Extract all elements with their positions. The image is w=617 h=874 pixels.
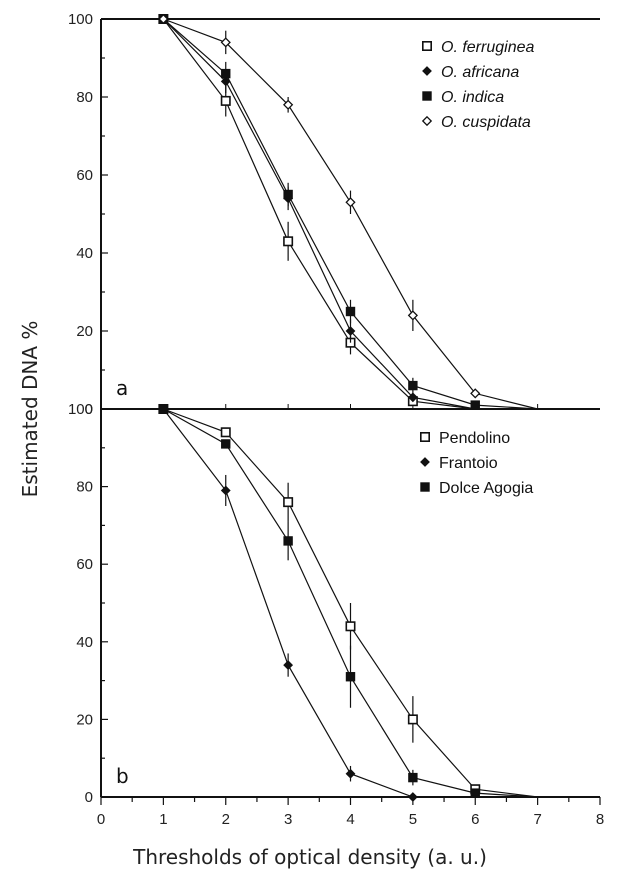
data-point bbox=[345, 768, 356, 779]
data-point bbox=[220, 427, 231, 438]
panel-label: a bbox=[116, 376, 128, 400]
series-a-3 bbox=[158, 13, 538, 410]
legend-item: O. cuspidata bbox=[421, 114, 531, 131]
data-point bbox=[345, 672, 356, 682]
legend-item: O. indica bbox=[422, 89, 504, 106]
y-tick-label: 40 bbox=[76, 245, 93, 262]
y-tick-label: 20 bbox=[76, 711, 93, 728]
data-point bbox=[408, 772, 418, 783]
legend-label: Pendolino bbox=[439, 430, 510, 447]
legend-item: O. ferruginea bbox=[421, 39, 534, 56]
x-tick-label: 2 bbox=[222, 811, 230, 828]
y-tick-label: 20 bbox=[76, 323, 93, 340]
data-point bbox=[407, 714, 418, 725]
data-point bbox=[283, 236, 294, 247]
x-tick-label: 1 bbox=[159, 811, 167, 828]
y-tick-label: 80 bbox=[76, 479, 93, 496]
y-tick-label: 100 bbox=[68, 11, 93, 28]
x-tick-label: 4 bbox=[346, 811, 354, 828]
data-point bbox=[220, 485, 231, 496]
legend-label: O. africana bbox=[441, 64, 519, 81]
y-tick-label: 40 bbox=[76, 634, 93, 651]
data-point bbox=[407, 392, 418, 403]
data-point bbox=[345, 197, 356, 208]
legend-label: O. ferruginea bbox=[441, 39, 534, 56]
y-tick-label: 60 bbox=[76, 556, 93, 573]
x-tick-label: 0 bbox=[97, 811, 105, 828]
legend-label: Frantoio bbox=[439, 455, 498, 472]
legend-label: O. indica bbox=[441, 89, 504, 106]
legend-item: Pendolino bbox=[419, 430, 510, 447]
x-tick-label: 5 bbox=[409, 811, 417, 828]
data-point bbox=[470, 388, 481, 399]
data-point bbox=[283, 99, 294, 110]
data-point bbox=[158, 404, 169, 414]
data-point bbox=[407, 792, 418, 802]
y-axis-title: Estimated DNA % bbox=[18, 321, 42, 498]
data-point bbox=[345, 621, 356, 632]
legend-label: Dolce Agogia bbox=[439, 480, 533, 497]
data-point bbox=[283, 497, 294, 508]
x-tick-label: 3 bbox=[284, 811, 292, 828]
legend-item: Dolce Agogia bbox=[420, 480, 533, 497]
data-point bbox=[221, 68, 231, 79]
data-point bbox=[158, 13, 169, 25]
data-point bbox=[283, 189, 293, 200]
legend-marker bbox=[421, 115, 433, 127]
data-point bbox=[220, 95, 231, 106]
legend-label: O. cuspidata bbox=[441, 114, 531, 131]
legend-marker bbox=[421, 40, 432, 51]
data-point bbox=[408, 380, 418, 391]
legend-item: O. africana bbox=[422, 64, 519, 81]
x-tick-label: 7 bbox=[533, 811, 541, 828]
legend-marker bbox=[422, 66, 432, 76]
legend-item: Frantoio bbox=[420, 455, 498, 472]
legend-marker bbox=[420, 482, 430, 492]
data-point bbox=[345, 326, 356, 336]
panel-a: 0 20 40 60 80 100 O. ferruginea O. africana O. i… bbox=[68, 11, 600, 418]
series-b-2 bbox=[158, 404, 538, 798]
y-tick-label: 60 bbox=[76, 167, 93, 184]
data-point bbox=[407, 310, 418, 321]
panel-label: b bbox=[116, 764, 129, 788]
legend-marker bbox=[419, 431, 430, 442]
data-point bbox=[283, 660, 294, 670]
legend-marker bbox=[422, 91, 432, 101]
data-point bbox=[345, 306, 356, 317]
x-axis-title: Thresholds of optical density (a. u.) bbox=[132, 845, 487, 869]
data-point bbox=[220, 37, 231, 48]
y-tick-label: 0 bbox=[85, 789, 93, 806]
data-point bbox=[470, 788, 480, 798]
y-tick-label: 100 bbox=[68, 401, 93, 418]
y-tick-label: 0 bbox=[85, 401, 93, 418]
x-tick-label: 8 bbox=[596, 811, 604, 828]
legend-marker bbox=[420, 457, 430, 467]
y-tick-label: 80 bbox=[76, 89, 93, 106]
data-point bbox=[283, 536, 293, 546]
x-tick-label: 6 bbox=[471, 811, 479, 828]
data-point bbox=[221, 439, 231, 449]
